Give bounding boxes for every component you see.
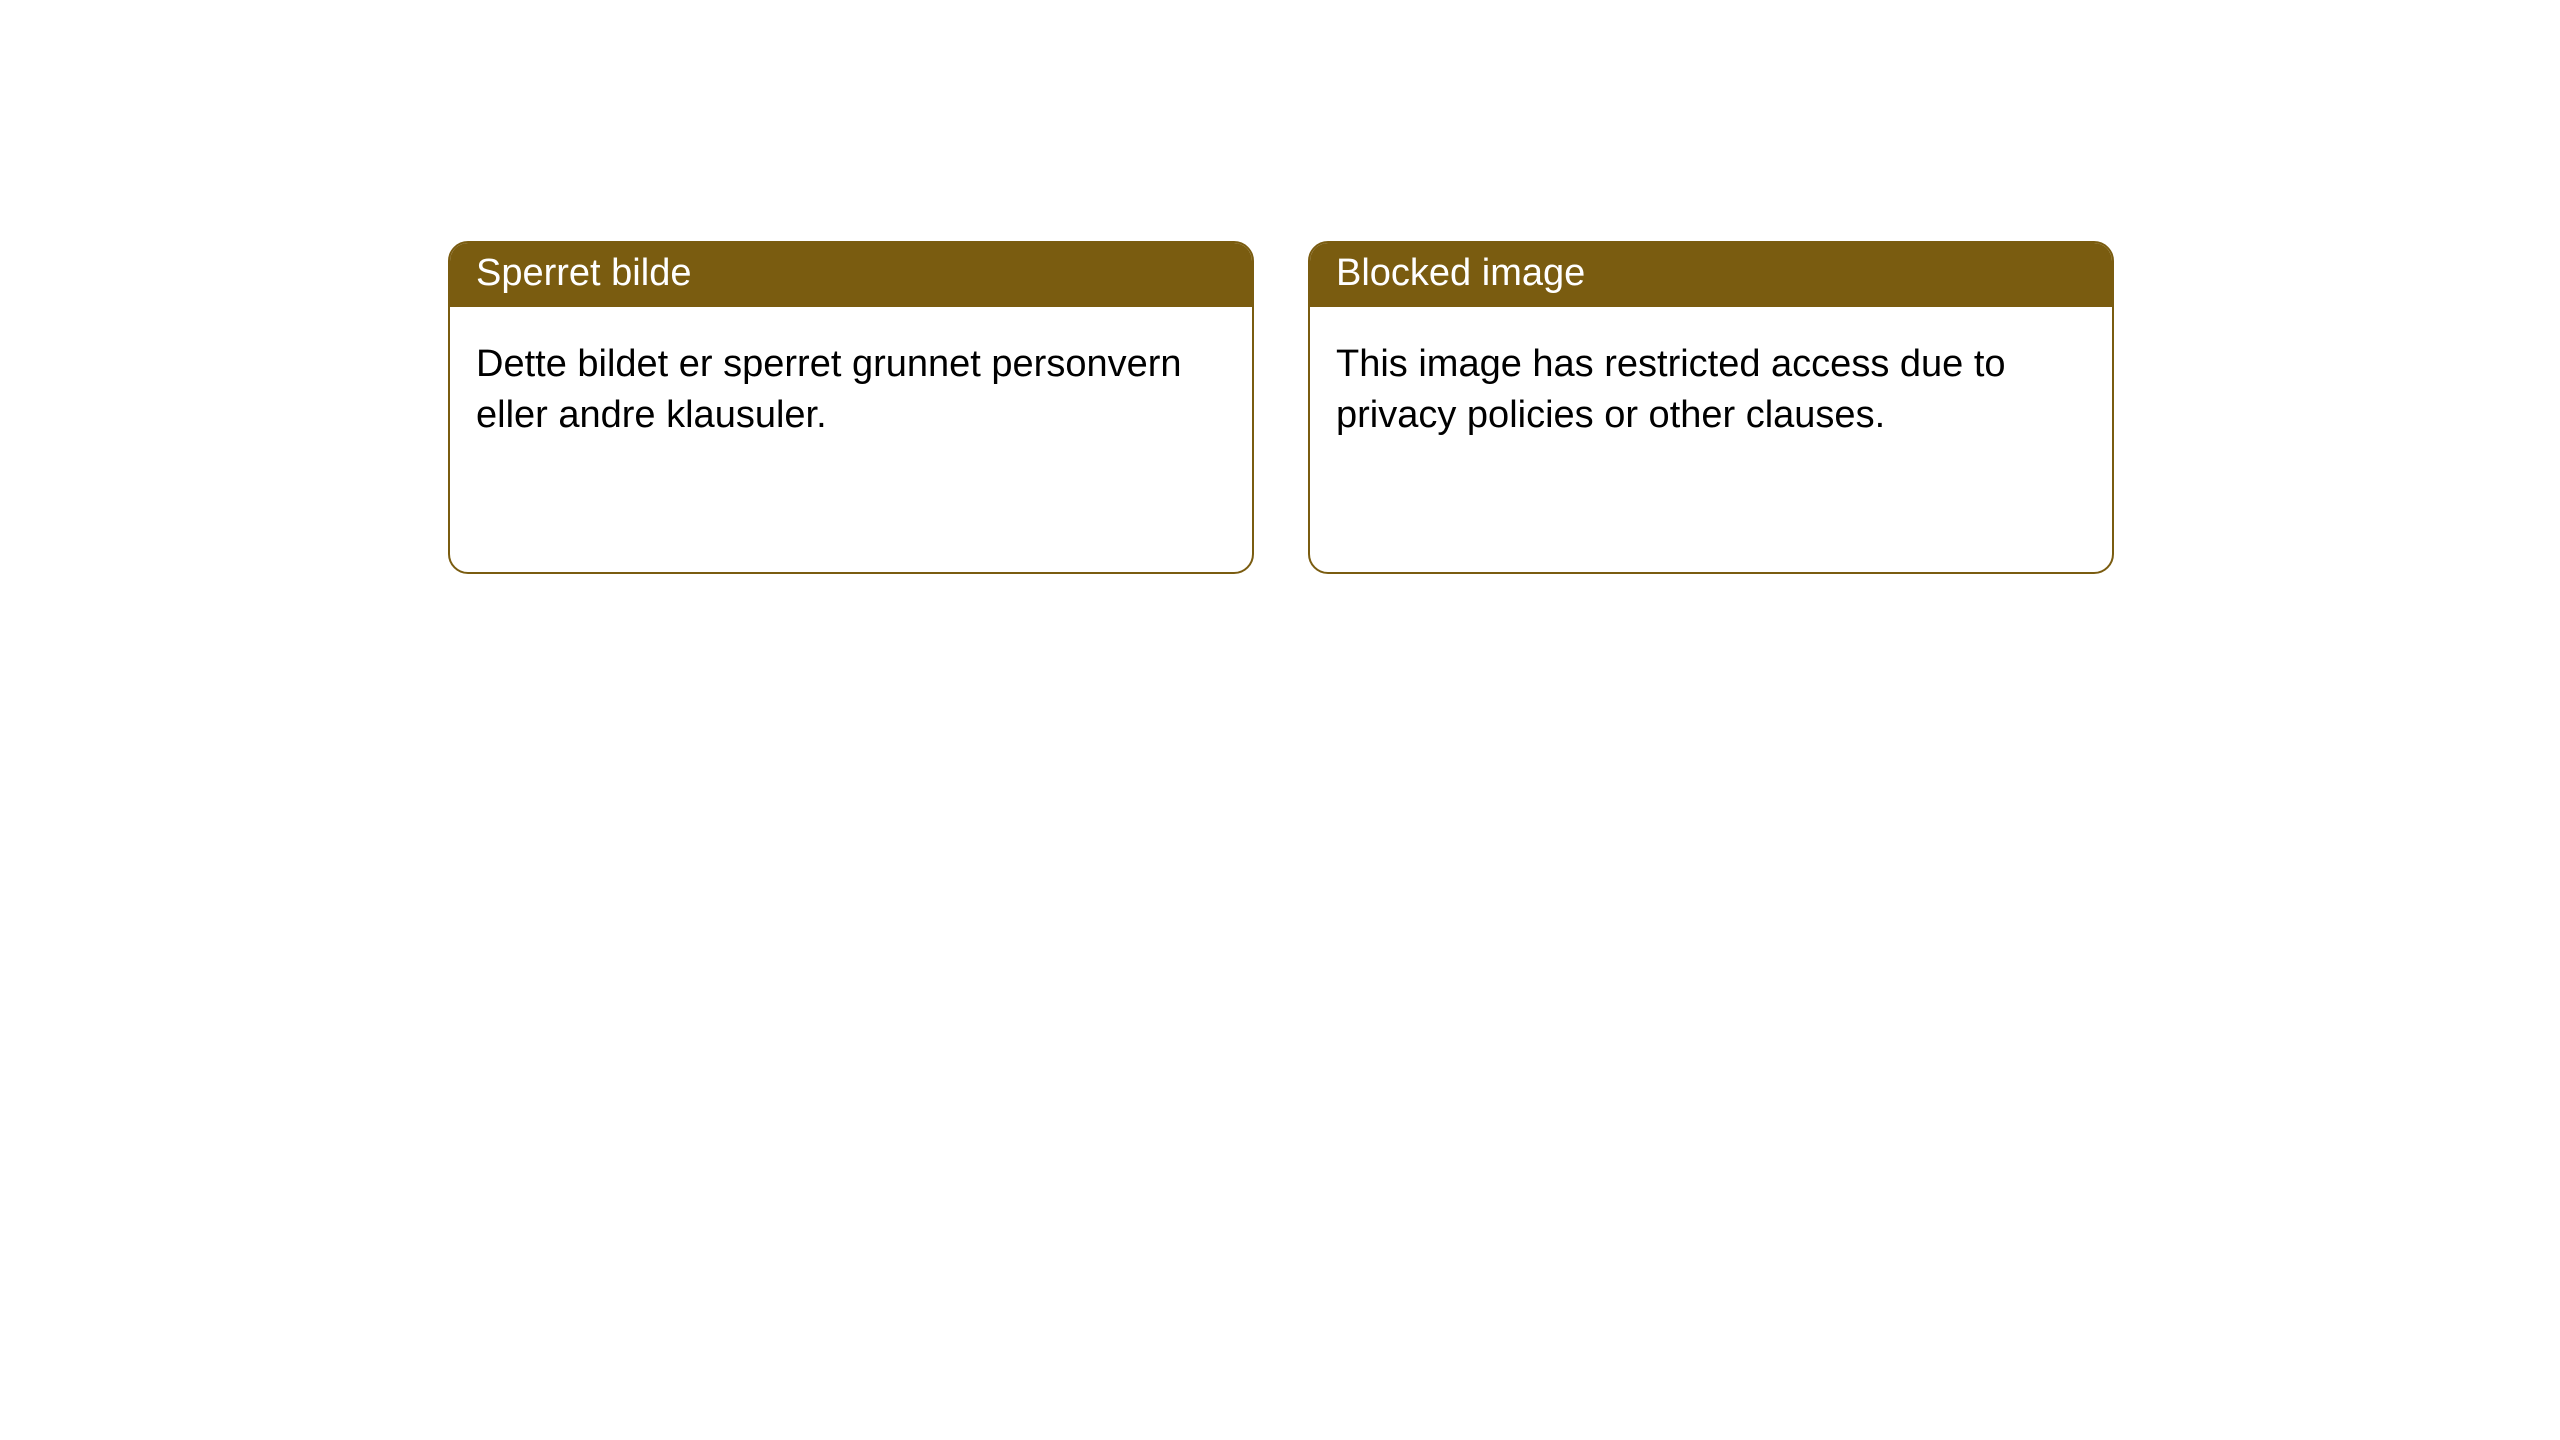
notice-body-norwegian: Dette bildet er sperret grunnet personve… [450,307,1252,474]
notice-body-english: This image has restricted access due to … [1310,307,2112,474]
notice-header-norwegian: Sperret bilde [450,243,1252,307]
notice-box-norwegian: Sperret bilde Dette bildet er sperret gr… [448,241,1254,574]
notices-container: Sperret bilde Dette bildet er sperret gr… [0,0,2560,574]
notice-header-english: Blocked image [1310,243,2112,307]
notice-box-english: Blocked image This image has restricted … [1308,241,2114,574]
